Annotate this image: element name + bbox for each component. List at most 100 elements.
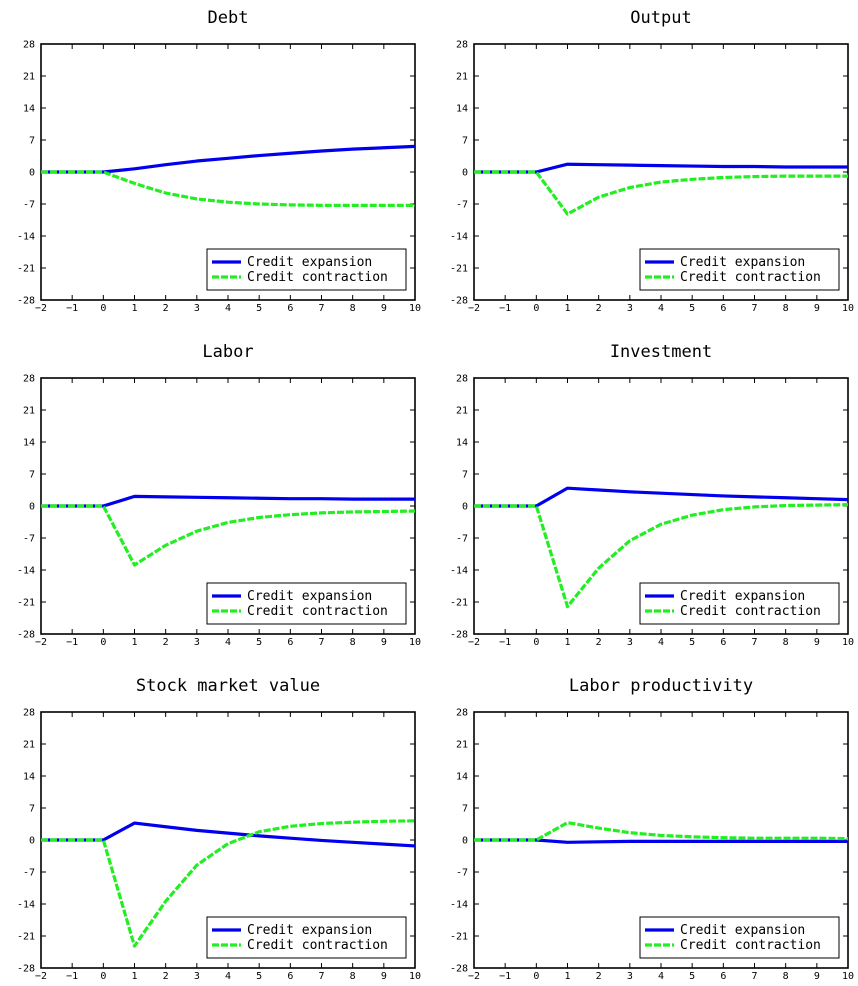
y-tick-label: 21 xyxy=(456,406,468,417)
chart-panel-2: Output 28 21 14 7 0 -7 -14 -21 -28−2 −1 0 1 2 3 4 5 6 7 8 9 1… xyxy=(450,8,854,314)
y-tick-label: 21 xyxy=(23,406,35,417)
legend-box xyxy=(639,916,840,959)
legend-box xyxy=(206,248,407,291)
x-tick-label: 0 xyxy=(100,637,106,648)
x-tick-label: 8 xyxy=(350,637,356,648)
y-tick-label: 0 xyxy=(29,836,35,847)
y-tick-label: 21 xyxy=(456,740,468,751)
x-tick-label: 1 xyxy=(131,971,137,982)
series-line-credit-expansion xyxy=(474,486,849,508)
y-tick-label: 14 xyxy=(456,438,468,449)
legend-entry: Credit contraction xyxy=(680,270,821,285)
x-tick-label: 9 xyxy=(381,971,387,982)
x-tick-label: 9 xyxy=(814,303,820,314)
x-tick-label: −1 xyxy=(66,971,78,982)
x-tick-label: 3 xyxy=(627,637,633,648)
x-tick-label: 9 xyxy=(814,637,820,648)
x-tick-label: 5 xyxy=(256,971,262,982)
y-tick-label: 7 xyxy=(29,470,35,481)
x-tick-label: 8 xyxy=(783,303,789,314)
series-line-credit-expansion xyxy=(41,144,416,174)
y-tick-label: 0 xyxy=(462,836,468,847)
x-tick-label: 1 xyxy=(564,971,570,982)
y-tick-label: -21 xyxy=(450,264,468,275)
x-tick-label: 8 xyxy=(350,971,356,982)
x-tick-label: 10 xyxy=(409,637,421,648)
x-tick-label: 4 xyxy=(225,971,231,982)
chart-panel-6: Labor productivity28211470-7-14-21-28−2−… xyxy=(450,676,854,982)
x-tick-label: 0 xyxy=(100,303,106,314)
x-tick-label: 1 xyxy=(564,637,570,648)
series-line-credit-contraction xyxy=(41,170,415,207)
legend-box xyxy=(639,248,840,291)
x-tick-label: 10 xyxy=(842,637,854,648)
x-tick-label: −1 xyxy=(499,637,511,648)
series-line-credit-contraction xyxy=(41,504,416,567)
y-tick-label: 14 xyxy=(23,104,35,115)
x-tick-label: 5 xyxy=(256,637,262,648)
x-tick-label: 5 xyxy=(689,637,695,648)
y-tick-label: -21 xyxy=(17,264,35,275)
y-tick-label: 0 xyxy=(462,502,468,513)
y-tick-label: 14 xyxy=(23,772,35,783)
y-tick-label: -21 xyxy=(17,932,35,943)
legend-box xyxy=(639,582,840,625)
x-tick-label: 9 xyxy=(814,971,820,982)
y-tick-label: -28 xyxy=(450,296,468,307)
chart-title: Stock market value xyxy=(136,676,320,696)
y-tick-label: -14 xyxy=(450,232,468,243)
legend-entry: Credit contraction xyxy=(680,938,821,953)
x-tick-label: 3 xyxy=(627,303,633,314)
chart-panel-4: Investment 28 21 14 7 0 -7 -14 -21 -28−2 −1 0 1 2 3 4 5 6… xyxy=(450,342,854,648)
x-tick-label: −2 xyxy=(35,303,47,314)
x-tick-label: 5 xyxy=(689,971,695,982)
y-tick-label: 21 xyxy=(23,740,35,751)
y-tick-label: 28 xyxy=(456,40,468,51)
chart-title: Debt xyxy=(208,8,249,28)
x-tick-label: 1 xyxy=(564,303,570,314)
y-tick-label: 14 xyxy=(456,772,468,783)
y-tick-label: -28 xyxy=(17,630,35,641)
x-tick-label: 5 xyxy=(256,303,262,314)
chart-panel-5: Stock market value28211470-7-14-21-28−2−… xyxy=(17,676,421,982)
x-tick-label: 7 xyxy=(318,637,324,648)
x-tick-label: 6 xyxy=(287,303,293,314)
x-tick-label: 4 xyxy=(225,637,231,648)
series-line-credit-contraction xyxy=(474,503,849,609)
y-tick-label: 28 xyxy=(456,374,468,385)
y-tick-label: 7 xyxy=(462,136,468,147)
legend-entry: Credit contraction xyxy=(247,938,388,953)
chart-title: Labor productivity xyxy=(569,676,753,696)
y-tick-label: -7 xyxy=(23,200,35,211)
x-tick-label: −1 xyxy=(499,303,511,314)
legend-entry: Credit contraction xyxy=(247,270,388,285)
x-tick-label: 4 xyxy=(225,303,231,314)
y-tick-label: -21 xyxy=(450,932,468,943)
series-line-credit-expansion xyxy=(41,821,416,848)
x-tick-label: 1 xyxy=(131,303,137,314)
y-tick-label: 21 xyxy=(23,72,35,83)
y-tick-label: 7 xyxy=(29,804,35,815)
y-tick-label: 14 xyxy=(456,104,468,115)
y-tick-label: 28 xyxy=(456,708,468,719)
y-tick-label: -14 xyxy=(17,566,35,577)
series-line-credit-contraction xyxy=(474,170,848,216)
series-line-credit-expansion xyxy=(474,162,848,174)
legend-entry: Credit contraction xyxy=(247,604,388,619)
series-line-credit-contraction xyxy=(474,821,849,842)
x-tick-label: 6 xyxy=(720,303,726,314)
x-tick-label: 0 xyxy=(100,971,106,982)
x-tick-label: 0 xyxy=(533,637,539,648)
x-tick-label: 0 xyxy=(533,303,539,314)
y-tick-label: -28 xyxy=(17,296,35,307)
x-tick-label: 10 xyxy=(409,303,421,314)
y-tick-label: -28 xyxy=(450,630,468,641)
legend-box xyxy=(206,916,407,959)
series-line-credit-expansion xyxy=(41,494,415,508)
legend-entry: Credit expansion xyxy=(247,923,372,938)
x-tick-label: 8 xyxy=(350,303,356,314)
